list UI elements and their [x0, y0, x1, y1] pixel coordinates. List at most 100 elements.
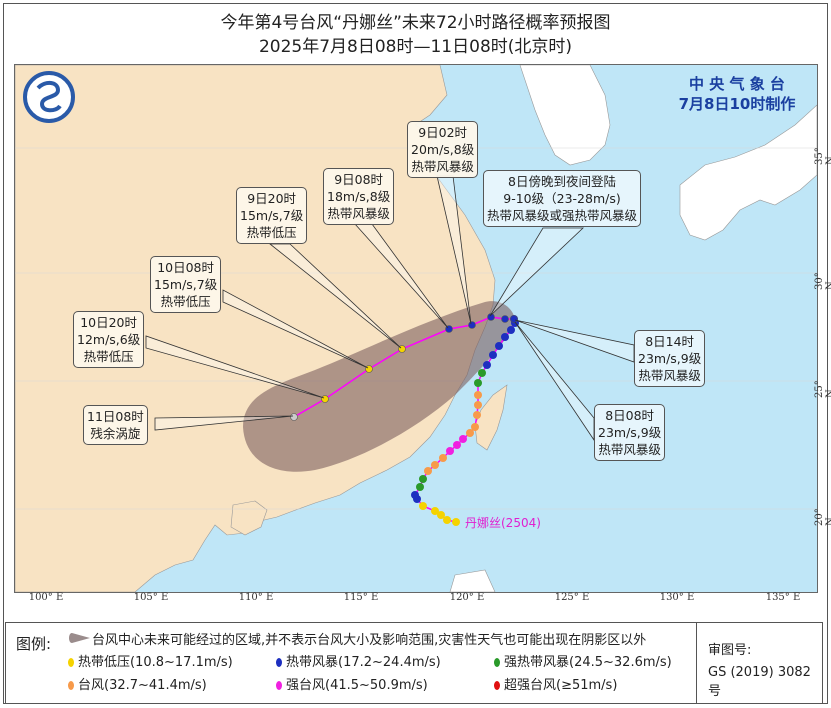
observed-track-point: [446, 447, 454, 455]
annotation-wind: 12m/s,6级: [77, 332, 141, 347]
forecast-track-point: [510, 315, 518, 323]
observed-track-point: [474, 379, 482, 387]
observed-track-point: [416, 483, 424, 491]
annotation-time: 8日傍晚到夜间登陆: [508, 174, 616, 189]
annotation-intensity: 热带低压: [160, 294, 211, 309]
lon-label: 105° E: [133, 592, 169, 603]
legend-label: 强台风(41.5~50.9m/s): [286, 678, 428, 693]
annotation-wind: 23m/s,9级: [598, 425, 662, 440]
annotation-9d20: 9日20时 15m/s,7级 热带低压: [236, 187, 308, 244]
observed-track-point: [483, 361, 491, 369]
leader-line: [145, 335, 325, 399]
observed-track-point: [489, 351, 497, 359]
legend-label: 台风(32.7~41.4m/s): [78, 678, 207, 693]
observed-track-point: [411, 491, 419, 499]
lat-label: 20° N: [814, 508, 831, 526]
annotation-time: 10日08时: [157, 260, 215, 275]
magenta-dot-icon: [276, 681, 282, 690]
annotation-intensity: 热带风暴级: [411, 159, 474, 174]
annotation-8d14: 8日14时 23m/s,9级 热带风暴级: [634, 330, 706, 387]
lat-label: 30° N: [814, 272, 831, 290]
annotation-intensity: 热带风暴级或强热带风暴级: [487, 208, 638, 223]
annotation-intensity: 残余涡旋: [90, 426, 141, 441]
leader-line: [222, 289, 369, 369]
observed-track-point: [471, 423, 479, 431]
land-japan: [679, 104, 817, 241]
annotation-wind: 15m/s,7级: [154, 277, 218, 292]
observed-track-point: [437, 511, 445, 519]
annotation-intensity: 热带低压: [246, 225, 297, 240]
probability-cone: [243, 301, 515, 472]
observed-track-point: [501, 333, 509, 341]
land-hainan: [230, 500, 268, 536]
annotation-time: 8日08时: [605, 408, 655, 423]
lon-label: 115° E: [343, 592, 379, 603]
typhoon-name-label: 丹娜丝(2504): [465, 516, 541, 530]
lat-label: 35° N: [814, 147, 831, 165]
leader-line: [489, 227, 585, 317]
observed-track-point: [419, 502, 427, 510]
lon-label: 135° E: [765, 592, 801, 603]
lon-label: 120° E: [449, 592, 485, 603]
annotation-time: 9日20时: [247, 191, 297, 206]
lat-label: 25° N: [814, 380, 831, 398]
annotation-wind: 18m/s,8级: [327, 189, 391, 204]
annotation-time: 9日08时: [334, 172, 384, 187]
green-dot-icon: [494, 658, 500, 667]
annotation-wind: 9-10级（23-28m/s): [503, 191, 621, 206]
legend: 图例: 台风中心未来可能经过的区域,并不表示台风大小及影响范围,灾害性天气也可能…: [5, 622, 823, 704]
yellow-dot-icon: [68, 658, 74, 667]
agency-name: 中 央 气 象 台: [689, 75, 785, 93]
cone-swatch-icon: [69, 633, 90, 643]
annotation-landfall: 8日傍晚到夜间登陆 9-10级（23-28m/s) 热带风暴级或强热带风暴级: [483, 170, 642, 227]
observed-track-point: [453, 441, 461, 449]
legend-label: 热带低压(10.8~17.1m/s): [78, 655, 233, 670]
annotation-wind: 20m/s,8级: [411, 142, 475, 157]
observed-track-point: [443, 516, 451, 524]
legend-divider: [696, 623, 697, 703]
annotation-time: 9日02时: [418, 125, 468, 140]
observed-track-point: [495, 342, 503, 350]
annotation-intensity: 热带风暴级: [638, 368, 701, 383]
legend-cone-text: 台风中心未来可能经过的区域,并不表示台风大小及影响范围,灾害性天气也可能出现在阴…: [92, 633, 647, 648]
observed-track-point: [474, 391, 482, 399]
lon-label: 110° E: [238, 592, 274, 603]
observed-track-point: [439, 454, 447, 462]
observed-track-point: [459, 435, 467, 443]
forecast-track-point: [501, 315, 509, 323]
red-dot-icon: [494, 681, 500, 690]
observed-track-point: [478, 369, 486, 377]
leader-line: [514, 319, 635, 363]
annotation-wind: 15m/s,7级: [240, 208, 304, 223]
cma-logo-icon: [23, 71, 75, 123]
annotation-9d02: 9日02时 20m/s,8级 热带风暴级: [407, 121, 479, 178]
forecast-track-point: [321, 395, 329, 403]
forecast-track-point: [487, 313, 495, 321]
legend-title: 图例:: [16, 635, 52, 653]
annotation-time: 8日14时: [645, 334, 695, 349]
annotation-time: 11日08时: [87, 409, 144, 424]
legend-item-sts: 强热带风暴(24.5~32.6m/s): [494, 651, 672, 670]
observed-track-point: [431, 461, 439, 469]
annotation-11d08: 11日08时 残余涡旋: [83, 405, 148, 445]
legend-label: 超强台风(≥51m/s): [504, 678, 618, 693]
approval-label: 审图号:: [708, 643, 752, 658]
observed-track-point: [473, 411, 481, 419]
lon-label: 100° E: [28, 592, 64, 603]
leader-line: [436, 175, 472, 325]
land-philippines: [449, 569, 496, 592]
lon-label: 125° E: [554, 592, 590, 603]
land-korea: [519, 65, 611, 166]
observed-track-point: [466, 429, 474, 437]
annotation-9d08: 9日08时 18m/s,8级 热带风暴级: [323, 168, 395, 225]
orange-dot-icon: [68, 681, 74, 690]
annotation-wind: 23m/s,9级: [638, 351, 702, 366]
observed-track-point: [431, 507, 439, 515]
observed-track-point: [452, 518, 460, 526]
leader-line: [354, 223, 449, 329]
annotation-10d20: 10日20时 12m/s,6级 热带低压: [73, 311, 145, 368]
approval-number: GS (2019) 3082号: [708, 665, 811, 699]
legend-item-ts: 热带风暴(17.2~24.4m/s): [276, 651, 441, 670]
